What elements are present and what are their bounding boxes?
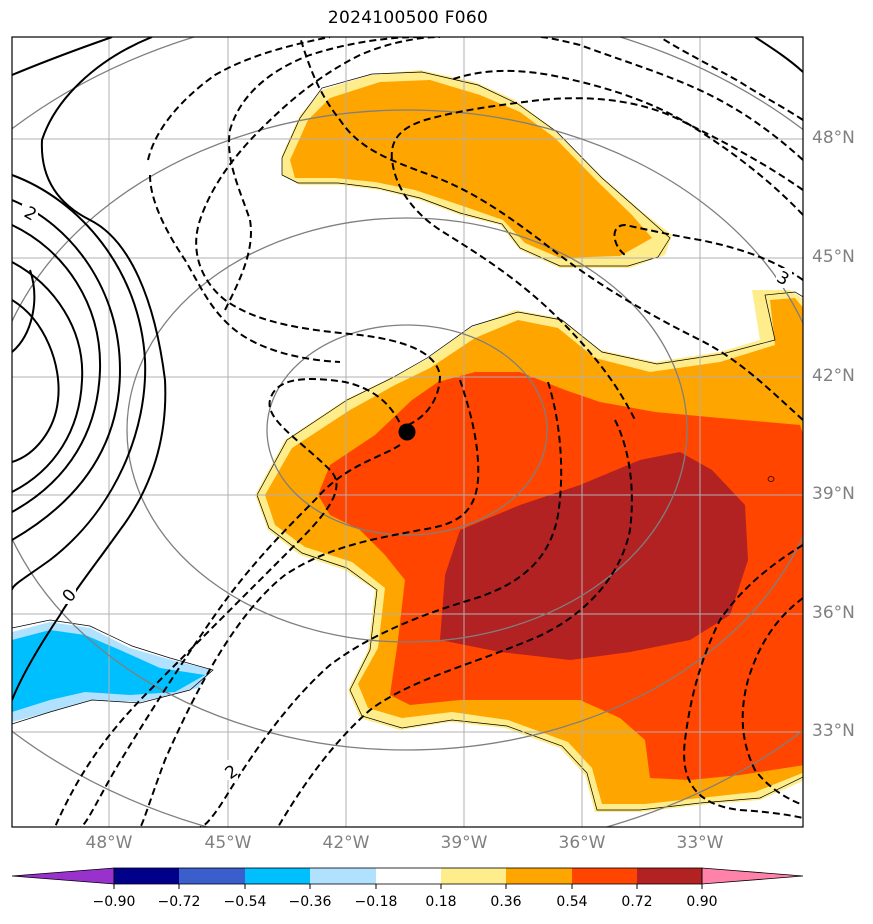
dashed-contour-10 [149, 174, 341, 363]
range-rings [12, 37, 803, 827]
solid-contour-ne [754, 37, 803, 73]
map-frame [11, 36, 804, 828]
lat-label-36n: 36°N [812, 603, 855, 623]
positive-anomaly-north [282, 70, 672, 268]
colorbar-segment-6 [441, 868, 506, 884]
colorbar-tick-label: 0.54 [556, 894, 588, 910]
colorbar-ticks [113, 884, 703, 889]
dashed-contour-5 [199, 381, 563, 827]
colorbar-tick-label: −0.18 [354, 894, 398, 910]
solid-contours [12, 37, 803, 701]
dashed-contour-13 [539, 37, 803, 161]
colorbar-tick-label: 0.18 [425, 894, 457, 910]
lon-label-45w: 45°W [204, 833, 252, 853]
colorbar-segment-7 [506, 868, 572, 884]
graticule [12, 37, 803, 827]
lat-label-33n: 33°N [812, 721, 855, 741]
small-closed-contour [767, 476, 775, 482]
lon-label-42w: 42°W [322, 833, 370, 853]
dashed-contour-2 [79, 444, 401, 827]
colorbar-tick-label: 0.36 [490, 894, 522, 910]
dashed-contour-17 [741, 597, 803, 806]
zero-contour-outlines [256, 71, 803, 811]
solid-contour-3 [12, 261, 84, 493]
lat-label-45n: 45°N [812, 247, 855, 267]
colorbar-segment-5 [376, 868, 441, 884]
colorbar-outline [113, 867, 703, 885]
north-orange-patch [290, 80, 652, 258]
range-ring-2 [126, 217, 688, 643]
lat-label-39n: 39°N [812, 484, 855, 504]
colorbar-segment-10 [701, 867, 804, 885]
solid-contour-6 [12, 174, 147, 591]
lon-label-33w: 33°W [676, 833, 724, 853]
solid-contour-nw [12, 37, 113, 76]
dashed-contour-15 [613, 223, 803, 281]
solid-contour-4 [12, 224, 102, 513]
lat-label-48n: 48°N [812, 128, 855, 148]
south-outline [256, 291, 803, 496]
colorbar-segment-4 [310, 868, 376, 884]
dashed-contour-14 [659, 37, 803, 121]
colorbar-tick-label: −0.54 [223, 894, 267, 910]
colorbar [11, 867, 804, 889]
dashed-contours [54, 37, 803, 827]
dashed-contour-9 [147, 37, 331, 161]
lon-label-48w: 48°W [85, 833, 133, 853]
positive-anomaly-south [255, 290, 803, 812]
colorbar-tick-label: 0.90 [686, 894, 718, 910]
colorbar-tick-label: −0.90 [92, 894, 136, 910]
colorbar-segment-1 [114, 868, 179, 884]
colorbar-segment-0 [11, 867, 115, 885]
dashed-contour-8 [224, 37, 421, 311]
dashed-contour-12 [449, 69, 803, 216]
colorbar-tick-label: 0.72 [621, 894, 653, 910]
colorbar-segment-3 [245, 868, 310, 884]
map-plot-area [12, 37, 803, 827]
dashed-contour-6 [277, 419, 633, 827]
north-outline [281, 71, 671, 267]
lon-label-39w: 39°W [440, 833, 488, 853]
contour-labels: 2 0 2 3 [20, 203, 792, 784]
dashed-contour-11 [390, 97, 803, 421]
dashed-contour-3 [195, 37, 442, 426]
dashed-contour-4 [139, 379, 480, 827]
colorbar-tick-label: −0.72 [157, 894, 201, 910]
colorbar-segment-9 [637, 868, 702, 884]
colorbar-segment-2 [179, 868, 245, 884]
lat-label-42n: 42°N [812, 366, 855, 386]
solid-contour-5 [12, 199, 122, 541]
sw-thin-outline [12, 619, 214, 725]
dashed-contour-1 [54, 378, 405, 827]
south-bottom-outline [256, 494, 803, 811]
lon-label-36w: 36°W [558, 833, 606, 853]
map-title: 2024100500 F060 [327, 8, 489, 28]
solid-contour-zero [12, 37, 167, 701]
storm-center-dot [398, 423, 416, 441]
south-darkred-patch [440, 452, 748, 660]
range-ring-3 [12, 109, 803, 751]
dashed-contour-7 [299, 37, 803, 421]
colorbar-tick-label: −0.36 [288, 894, 332, 910]
solid-contour-2 [12, 299, 60, 463]
range-ring-1 [266, 324, 548, 536]
colorbar-segment-8 [572, 868, 637, 884]
